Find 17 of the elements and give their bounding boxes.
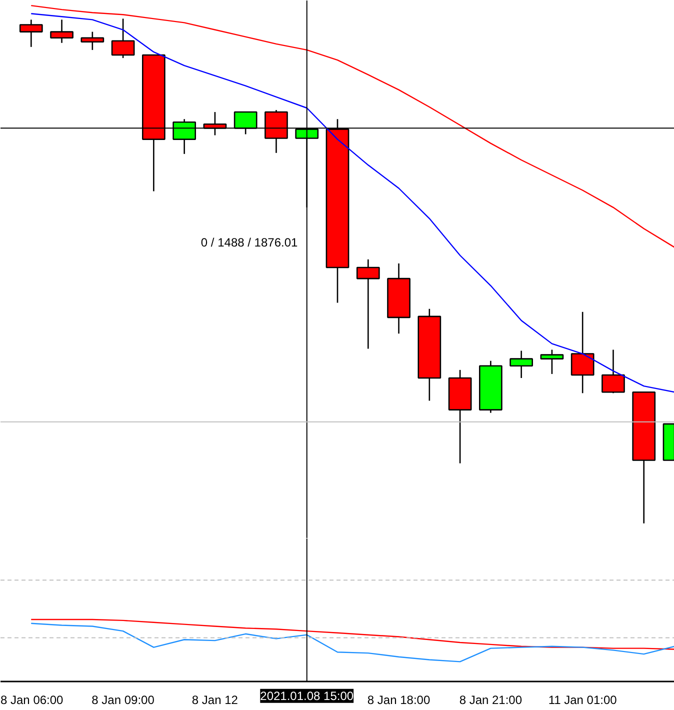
x-tick-label: 11 Jan 01:00: [548, 692, 618, 707]
x-tick-label: 2021.01.08 15:00: [260, 688, 354, 703]
candlestick: [540, 349, 564, 375]
x-tick-label: 8 Jan 06:00: [0, 692, 64, 707]
x-tick-label: 8 Jan 18:00: [367, 692, 430, 707]
candlestick: [50, 19, 74, 44]
candlestick: [19, 19, 43, 48]
candlestick: [510, 350, 533, 379]
x-tick-label: 8 Jan 12: [192, 692, 238, 707]
candlestick: [570, 311, 594, 394]
candlestick: [111, 18, 135, 59]
candlestick: [356, 258, 380, 350]
x-tick-label: 8 Jan 21:00: [459, 692, 522, 707]
candlestick: [80, 31, 104, 51]
candlestick: [602, 349, 625, 394]
x-tick-label: 8 Jan 09:00: [92, 692, 155, 707]
annotation: 0 / 1488 / 1876.01: [200, 236, 298, 250]
